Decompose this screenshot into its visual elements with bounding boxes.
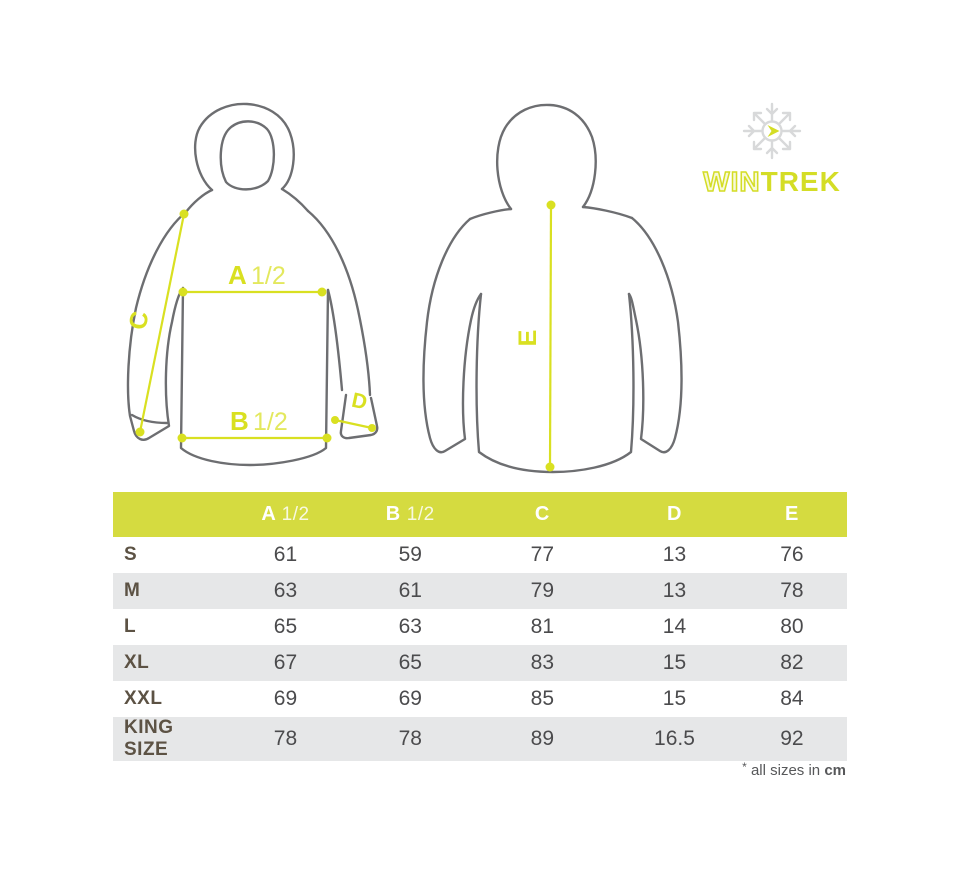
table-row: M 63 61 79 13 78 xyxy=(113,573,847,609)
cell-value: 65 xyxy=(398,651,422,674)
header-col-d: D xyxy=(612,492,737,537)
brand-word-solid: TREK xyxy=(760,166,841,197)
header-size-blank xyxy=(113,492,224,537)
jacket-back-diagram: E xyxy=(422,103,683,474)
cell-value: 15 xyxy=(662,651,687,674)
label-b: B xyxy=(230,406,249,436)
size-label: KING SIZE xyxy=(124,717,174,760)
cell-value: 85 xyxy=(530,687,555,710)
cell-value: 81 xyxy=(530,615,555,638)
cell-value: 83 xyxy=(530,651,555,674)
size-chart-table: A 1/2 B 1/2 C D E S 61 59 77 13 76 M 63 … xyxy=(113,492,847,761)
cell-value: 69 xyxy=(273,687,298,710)
units-footnote: * all sizes in cm xyxy=(742,760,846,779)
jacket-front-diagram: A 1/2 B 1/2 C D xyxy=(124,102,379,467)
label-c: C xyxy=(124,309,155,332)
cell-value: 13 xyxy=(662,579,687,602)
jacket-front-outline xyxy=(126,102,379,467)
cell-value: 63 xyxy=(398,615,422,638)
cell-value: 82 xyxy=(780,651,804,674)
table-row: S 61 59 77 13 76 xyxy=(113,537,847,573)
footnote-unit: cm xyxy=(824,762,846,779)
header-col-b: B 1/2 xyxy=(347,492,473,537)
cell-value: 84 xyxy=(780,687,804,710)
footnote-asterisk: * xyxy=(742,760,747,774)
header-col-e: E xyxy=(736,492,847,537)
footnote-text: all sizes in xyxy=(750,762,821,779)
size-label: XXL xyxy=(124,688,163,709)
label-b-fraction: 1/2 xyxy=(253,408,288,436)
cell-value: 79 xyxy=(530,579,555,602)
cell-value: 14 xyxy=(662,615,687,638)
cell-value: 92 xyxy=(780,727,804,750)
label-a: A xyxy=(228,260,247,290)
label-e: E xyxy=(514,330,542,347)
measurement-line-back xyxy=(545,200,556,472)
header-col-a: A 1/2 xyxy=(223,492,348,537)
cell-value: 78 xyxy=(273,727,298,750)
table-header: A 1/2 B 1/2 C D E xyxy=(113,492,847,537)
cell-value: 76 xyxy=(780,543,804,566)
table-row: XL 67 65 83 15 82 xyxy=(113,645,847,681)
brand-word-outline: WIN xyxy=(702,166,761,197)
cell-value: 63 xyxy=(273,579,298,602)
cell-value: 61 xyxy=(398,579,422,602)
size-label: XL xyxy=(124,652,150,673)
size-label: L xyxy=(124,616,137,637)
header-col-c: C xyxy=(472,492,613,537)
cell-value: 13 xyxy=(662,543,687,566)
brand-wordmark: WINTREK xyxy=(684,166,860,197)
table-row: L 65 63 81 14 80 xyxy=(113,609,847,645)
cell-value: 77 xyxy=(530,543,555,566)
measurement-lines-front xyxy=(138,213,373,440)
cell-value: 16.5 xyxy=(654,727,695,750)
cell-value: 15 xyxy=(662,687,687,710)
label-a-fraction: 1/2 xyxy=(251,262,286,290)
snowflake-icon xyxy=(742,102,802,160)
cell-value: 61 xyxy=(273,543,298,566)
size-label: S xyxy=(124,544,138,565)
table-row: KING SIZE 78 78 89 16.5 92 xyxy=(113,717,847,761)
cell-value: 59 xyxy=(398,543,422,566)
measurement-dots-front xyxy=(135,209,376,443)
jacket-back-outline xyxy=(422,103,683,474)
table-row: XXL 69 69 85 15 84 xyxy=(113,681,847,717)
cell-value: 67 xyxy=(273,651,298,674)
cell-value: 78 xyxy=(780,579,804,602)
brand-block: WINTREK xyxy=(684,100,860,196)
label-d: D xyxy=(350,389,370,415)
cell-value: 78 xyxy=(398,727,422,750)
cell-value: 89 xyxy=(530,727,555,750)
cell-value: 69 xyxy=(398,687,422,710)
cell-value: 80 xyxy=(780,615,804,638)
cell-value: 65 xyxy=(273,615,298,638)
size-label: M xyxy=(124,580,141,601)
brand-arrow-icon xyxy=(767,125,780,137)
